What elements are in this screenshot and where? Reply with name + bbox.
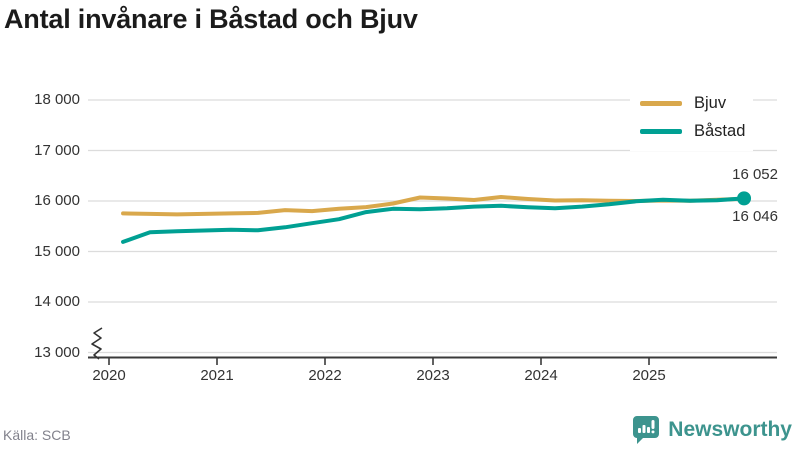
- source-attribution: Källa: SCB: [3, 427, 71, 443]
- newsworthy-speech-bubble-chart-icon: [633, 416, 660, 444]
- x-tick-label: 2023: [416, 367, 450, 384]
- axis-break-icon: [91, 327, 103, 360]
- x-tick-label: 2020: [92, 367, 126, 384]
- end-value-label-bjuv: 16 046: [732, 208, 778, 225]
- legend-item-bjuv: Bjuv: [640, 89, 745, 117]
- y-tick-label: 14 000: [34, 293, 80, 310]
- y-tick-label: 13 000: [34, 343, 80, 361]
- chart-legend: Bjuv Båstad: [630, 85, 754, 151]
- series-line-båstad: [121, 196, 747, 244]
- end-value-label-bastad: 16 052: [732, 166, 778, 183]
- legend-label-bjuv: Bjuv: [694, 93, 727, 112]
- legend-item-bastad: Båstad: [640, 117, 745, 145]
- y-tick-label: 17 000: [34, 141, 80, 159]
- y-tick-label: 15 000: [34, 242, 80, 260]
- series-end-dot: [737, 191, 752, 206]
- y-tick-label: 16 000: [34, 192, 80, 209]
- legend-swatch-bjuv: [640, 100, 682, 106]
- x-tick-label: 2024: [524, 367, 558, 384]
- x-tick-label: 2022: [308, 367, 342, 384]
- x-tick-label: 2021: [200, 367, 234, 384]
- x-tick-label: 2025: [632, 367, 666, 384]
- legend-swatch-bastad: [640, 128, 682, 134]
- y-tick-label: 18 000: [34, 91, 80, 108]
- legend-label-bastad: Båstad: [694, 121, 746, 140]
- newsworthy-wordmark: Newsworthy: [668, 418, 792, 441]
- chart-title: Antal invånare i Båstad och Bjuv: [4, 4, 418, 34]
- newsworthy-brand: Newsworthy: [632, 415, 792, 445]
